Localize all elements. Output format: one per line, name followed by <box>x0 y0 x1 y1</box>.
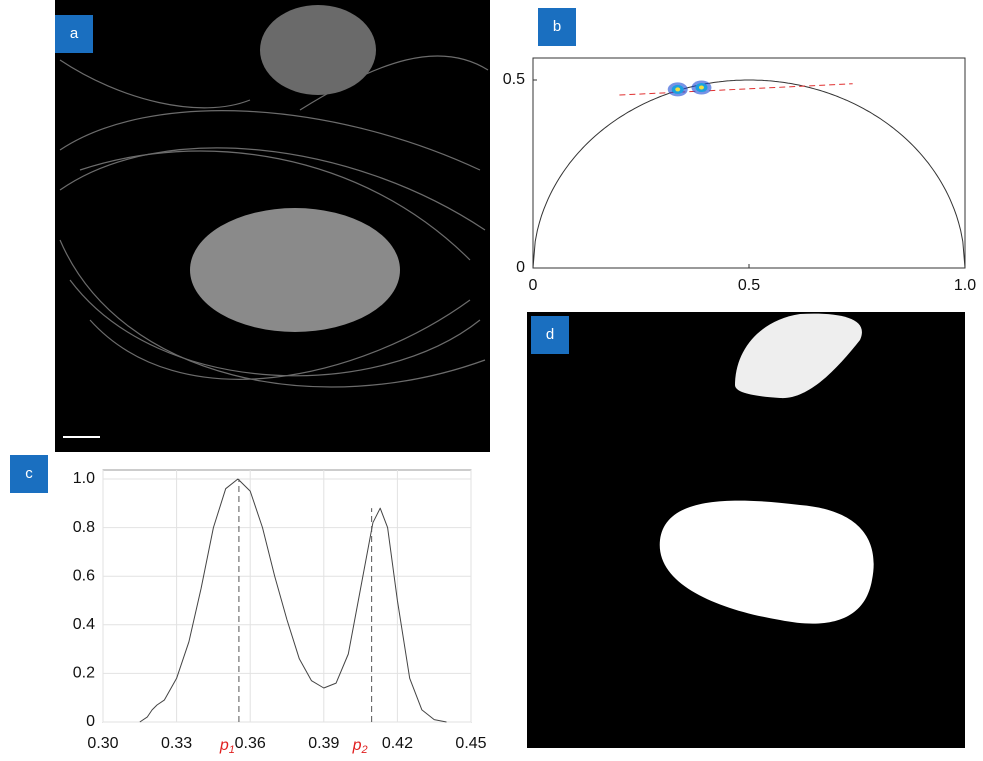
nucleus <box>260 5 376 95</box>
x-tick-label: 0.30 <box>87 735 118 752</box>
axes-frame-c <box>103 470 471 722</box>
panel-label: c <box>25 465 33 482</box>
axes-frame-b <box>533 58 965 268</box>
universal-circle <box>533 80 965 268</box>
x-tick-label: 0.36 <box>235 735 266 752</box>
y-tick-label: 0 <box>516 259 525 276</box>
x-tick-label: 0.5 <box>738 277 760 294</box>
y-tick-label: 0 <box>86 713 95 730</box>
y-tick-label: 0.6 <box>73 567 95 584</box>
peak-label-text: p <box>219 737 229 754</box>
cluster-core <box>675 87 680 91</box>
x-tick-label: 1.0 <box>954 277 976 294</box>
peak-label-sub: 1 <box>229 744 235 756</box>
x-tick-label: 0.45 <box>455 735 486 752</box>
panel-label: a <box>70 25 79 42</box>
x-tick-label: 0 <box>529 277 538 294</box>
peak-label-sub: 2 <box>361 744 368 756</box>
y-tick-label: 0.2 <box>73 665 95 682</box>
peak-label-text: p <box>352 737 362 754</box>
cluster-core <box>699 86 704 90</box>
x-tick-label: 0.33 <box>161 735 192 752</box>
y-tick-label: 0.8 <box>73 519 95 536</box>
panel-label: d <box>546 326 554 343</box>
line <box>140 479 447 722</box>
figure: abcd00.51.000.50.300.330.360.390.420.450… <box>0 0 983 756</box>
y-tick-label: 0.4 <box>73 616 95 633</box>
y-tick-label: 0.5 <box>503 71 525 88</box>
y-tick-label: 1.0 <box>73 470 95 487</box>
peak-label: p2 <box>352 737 368 756</box>
peak-label: p1 <box>219 737 235 756</box>
x-tick-label: 0.39 <box>308 735 339 752</box>
nucleus <box>190 208 400 332</box>
panel-label: b <box>553 18 561 35</box>
x-tick-label: 0.42 <box>382 735 413 752</box>
